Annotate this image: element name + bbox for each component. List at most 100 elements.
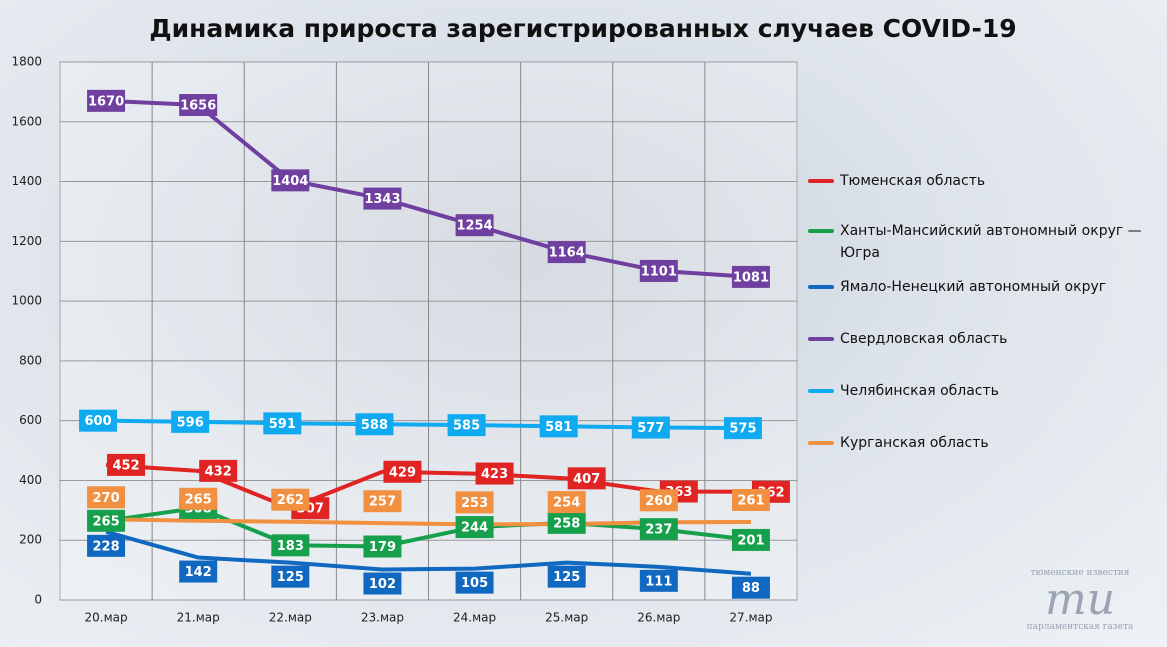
data-label-box bbox=[383, 460, 422, 483]
y-tick-label: 1600 bbox=[11, 114, 42, 128]
x-tick-label: 21.мар bbox=[177, 611, 220, 625]
data-label: 125 bbox=[277, 570, 304, 585]
data-label-box bbox=[271, 169, 310, 192]
x-tick-label: 22.мар bbox=[269, 611, 312, 625]
data-label-box bbox=[639, 259, 678, 282]
data-label-box bbox=[107, 453, 146, 476]
x-tick-label: 23.мар bbox=[361, 611, 404, 625]
x-tick-label: 24.мар bbox=[453, 611, 496, 625]
data-label: 452 bbox=[112, 458, 139, 473]
data-label: 423 bbox=[481, 467, 508, 482]
y-tick-label: 400 bbox=[19, 473, 42, 487]
data-label-box bbox=[639, 489, 678, 512]
legend-entry: Челябинская область bbox=[808, 380, 999, 402]
data-label-box bbox=[179, 560, 218, 583]
data-label-box bbox=[179, 487, 218, 510]
y-tick-label: 1000 bbox=[11, 294, 42, 308]
data-label-box bbox=[567, 467, 606, 490]
chart-title: Динамика прироста зарегистрированных слу… bbox=[149, 14, 1016, 43]
data-label: 265 bbox=[92, 514, 119, 529]
data-label: 254 bbox=[553, 496, 580, 511]
data-label: 591 bbox=[269, 417, 296, 432]
data-label: 588 bbox=[361, 418, 388, 433]
data-label: 201 bbox=[737, 533, 764, 548]
data-label: 1164 bbox=[549, 246, 585, 261]
data-label-box bbox=[271, 565, 310, 588]
data-label: 429 bbox=[389, 465, 416, 480]
data-label: 257 bbox=[369, 495, 396, 510]
legend-entry: Ямало-Ненецкий автономный округ bbox=[808, 276, 1106, 298]
data-label: 105 bbox=[461, 576, 488, 591]
data-label-box bbox=[639, 569, 678, 592]
y-tick-label: 800 bbox=[19, 353, 42, 367]
legend-entry: Свердловская область bbox=[808, 328, 1007, 350]
data-label: 581 bbox=[545, 420, 572, 435]
data-label: 575 bbox=[729, 422, 756, 437]
data-label: 1670 bbox=[88, 94, 124, 109]
legend-swatch bbox=[808, 179, 834, 183]
data-label-box bbox=[271, 488, 310, 511]
data-label: 253 bbox=[461, 496, 488, 511]
y-tick-label: 200 bbox=[19, 533, 42, 547]
legend-swatch bbox=[808, 337, 834, 341]
data-label: 577 bbox=[637, 421, 664, 436]
legend-entry: Курганская область bbox=[808, 432, 989, 454]
data-label: 102 bbox=[369, 577, 396, 592]
data-label: 432 bbox=[205, 464, 232, 479]
data-label: 125 bbox=[553, 570, 580, 585]
data-label-box bbox=[87, 89, 126, 112]
data-label-box bbox=[455, 491, 494, 514]
x-tick-label: 25.мар bbox=[545, 611, 588, 625]
data-label-box bbox=[455, 571, 494, 594]
data-label: 407 bbox=[573, 472, 600, 487]
data-label-box bbox=[87, 486, 126, 509]
data-label-box bbox=[731, 488, 770, 511]
data-label: 237 bbox=[645, 523, 672, 538]
data-label-box bbox=[363, 187, 402, 210]
y-tick-label: 1400 bbox=[11, 174, 42, 188]
data-label-box bbox=[723, 417, 762, 440]
data-label-box bbox=[363, 572, 402, 595]
data-label-box bbox=[179, 94, 218, 117]
data-label: 270 bbox=[92, 491, 119, 506]
legend-swatch bbox=[808, 389, 834, 393]
data-label: 228 bbox=[92, 539, 119, 554]
data-label-box bbox=[731, 528, 770, 551]
data-label-box bbox=[547, 511, 586, 534]
data-label-box bbox=[199, 459, 238, 482]
data-label: 261 bbox=[737, 493, 764, 508]
data-label-box bbox=[271, 534, 310, 557]
data-label-box bbox=[363, 490, 402, 513]
data-label: 260 bbox=[645, 494, 672, 509]
logo-bottom: парламентская газета bbox=[1026, 622, 1134, 632]
x-tick-label: 27.мар bbox=[729, 611, 772, 625]
x-tick-label: 20.мар bbox=[85, 611, 128, 625]
y-tick-label: 1800 bbox=[11, 55, 42, 69]
data-label-box bbox=[639, 518, 678, 541]
logo-mark: ти bbox=[1044, 574, 1116, 625]
data-label-box bbox=[731, 576, 770, 599]
data-label: 142 bbox=[185, 565, 212, 580]
series-line bbox=[105, 529, 752, 576]
data-label-box bbox=[355, 413, 394, 436]
data-label-box bbox=[475, 462, 514, 485]
y-tick-label: 600 bbox=[19, 413, 42, 427]
data-label-box bbox=[547, 565, 586, 588]
legend-swatch bbox=[808, 285, 834, 289]
data-label-box bbox=[547, 491, 586, 514]
data-label: 244 bbox=[461, 521, 488, 536]
data-label-box bbox=[87, 509, 126, 532]
legend-label: Курганская область bbox=[840, 435, 989, 451]
data-label-box bbox=[539, 415, 578, 438]
legend-swatch bbox=[808, 441, 834, 445]
data-label: 585 bbox=[453, 419, 480, 434]
legend-swatch bbox=[808, 229, 834, 233]
logo: тюменские известия ти парламентская газе… bbox=[1020, 568, 1140, 632]
legend-label: Челябинская область bbox=[840, 383, 999, 399]
data-label: 596 bbox=[177, 415, 204, 430]
data-label-box bbox=[263, 412, 302, 435]
data-label-box bbox=[171, 410, 210, 433]
logo-top: тюменские известия bbox=[1030, 568, 1130, 578]
